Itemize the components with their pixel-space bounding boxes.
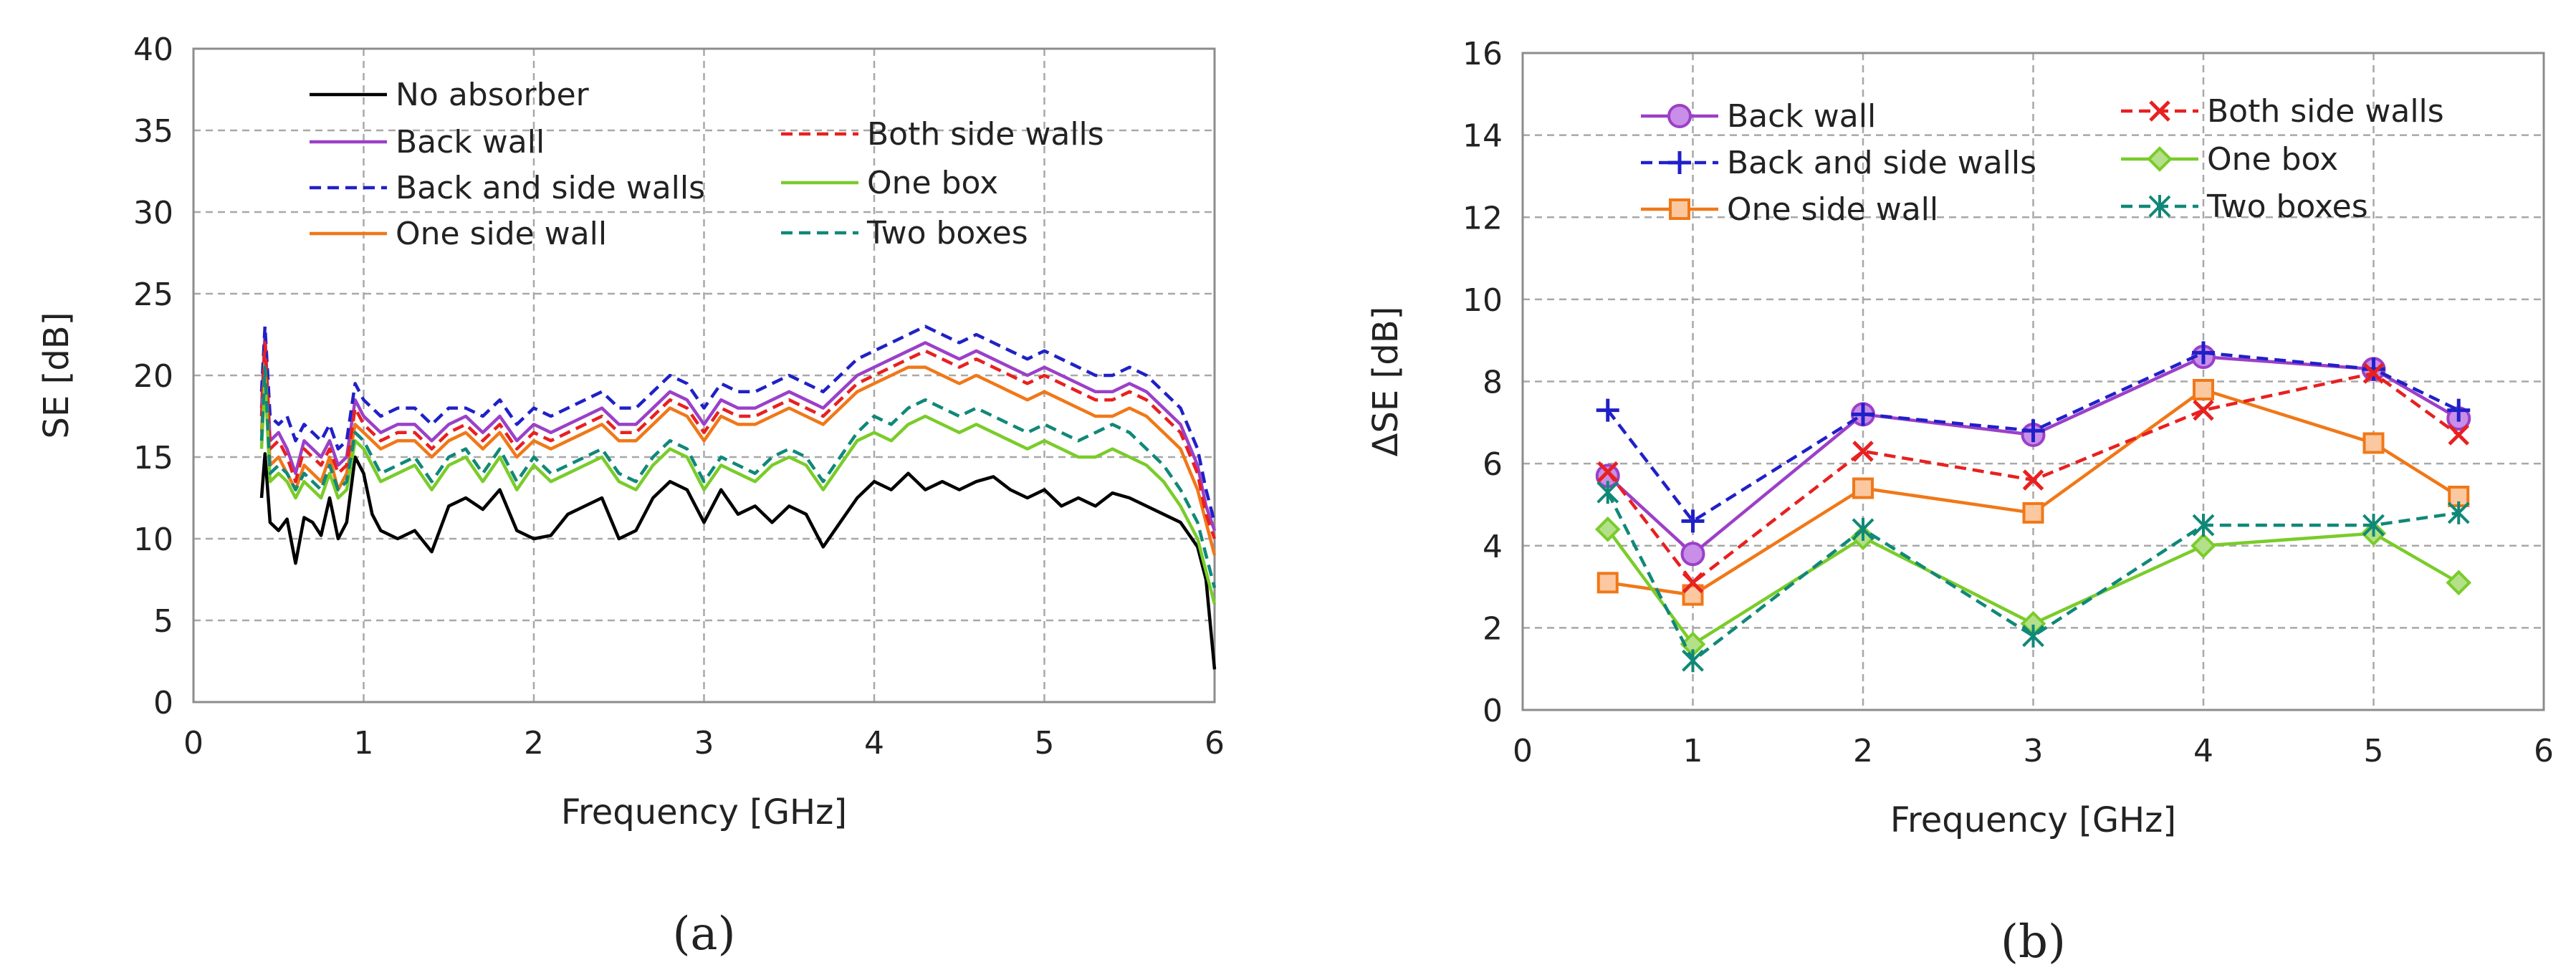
data-point-two-boxes [2362,514,2385,537]
y-tick-label: 6 [1483,446,1503,483]
data-point-one-side-wall [2362,432,2385,454]
data-point-one-side-wall [2193,378,2214,400]
data-point-two-boxes [1682,649,1704,673]
x-tick-label: 3 [694,725,714,762]
legend-label-two-boxes: Two boxes [866,215,1028,251]
legend-marker-one-side-wall [1669,198,1690,220]
data-point-two-boxes [2022,624,2044,648]
y-tick-label: 2 [1483,610,1503,647]
data-point-one-box [2190,532,2216,559]
series-line-one-side-wall [259,357,1217,556]
legend-marker-one-box [2147,146,2173,172]
legend-label-no-absorber: No absorber [396,77,590,113]
series-line-one-box [259,373,1217,605]
y-tick-label: 35 [133,113,173,150]
legend-label-one-box: One box [867,165,998,201]
data-point-back-wall [1680,542,1705,567]
data-point-one-side-wall [1596,572,1619,594]
data-point-one-side-wall [2022,501,2044,524]
legend-label-one-side-wall: One side wall [396,216,607,252]
series-line-two-boxes [259,365,1217,588]
data-point-back-and-side-walls [2021,419,2045,443]
plot-area-frame [1521,52,2545,711]
series-line-back-and-side-walls [259,325,1217,523]
x-tick-label: 6 [2534,733,2554,769]
y-tick-label: 40 [133,32,173,68]
data-point-back-and-side-walls [1852,403,1874,426]
legend-label-back-and-side-walls: Back and side walls [396,170,705,206]
y-tick-label: 30 [133,195,173,231]
data-point-both-side-walls [2362,362,2385,384]
legend-marker-back-and-side-walls [1668,151,1691,174]
plot-area-frame [192,47,1216,704]
x-tick-label: 0 [183,725,204,762]
legend-label-back-wall: Back wall [396,124,545,160]
y-tick-label: 10 [1462,282,1503,319]
x-tick-label: 2 [524,725,544,762]
x-tick-label: 1 [1683,733,1703,769]
data-point-one-box [1594,516,1621,542]
data-point-both-side-walls [1852,441,1874,462]
data-point-one-side-wall [1852,477,1874,499]
x-axis-label: Frequency [GHz] [561,792,847,832]
figure-caption: (b) [2001,916,2066,969]
y-tick-label: 4 [1483,529,1503,565]
y-tick-label: 0 [153,685,173,721]
x-tick-label: 2 [1853,733,1873,769]
y-tick-label: 8 [1483,365,1503,401]
x-tick-label: 5 [2364,733,2384,769]
y-tick-label: 25 [133,277,173,313]
legend-label-back-and-side-walls: Back and side walls [1727,145,2036,181]
legend-label-one-side-wall: One side wall [1727,191,1938,228]
data-point-both-side-walls [2193,399,2214,421]
legend-marker-both-side-walls [2149,100,2170,122]
x-axis-label: Frequency [GHz] [1890,800,2176,840]
x-tick-label: 5 [1035,725,1055,762]
data-point-back-and-side-walls [1596,398,1619,422]
data-point-back-and-side-walls [1681,509,1705,533]
data-point-two-boxes [1852,517,1874,541]
y-tick-label: 20 [133,358,173,395]
data-point-both-side-walls [1682,572,1704,594]
legend-label-back-wall: Back wall [1727,98,1876,135]
y-tick-label: 12 [1462,200,1503,236]
y-axis-label: SE [dB] [37,312,77,439]
x-tick-label: 0 [1513,733,1533,769]
x-tick-label: 6 [1205,725,1225,762]
data-point-both-side-walls [2022,469,2044,491]
y-tick-label: 15 [133,440,173,476]
series-line-back-wall [259,332,1217,532]
data-point-two-boxes [2447,501,2470,524]
legend-label-one-box: One box [2207,141,2338,178]
x-tick-label: 1 [354,725,374,762]
data-point-two-boxes [1596,481,1619,504]
legend-label-both-side-walls: Both side walls [2207,93,2444,130]
data-point-two-boxes [2192,514,2215,537]
data-point-back-and-side-walls [2447,398,2471,422]
y-tick-label: 16 [1462,36,1503,72]
legend-label-two-boxes: Two boxes [2206,188,2368,225]
legend-marker-back-wall [1667,104,1692,128]
x-tick-label: 3 [2024,733,2044,769]
y-tick-label: 0 [1483,693,1503,729]
series-line-no-absorber [259,452,1217,670]
y-tick-label: 5 [153,603,173,640]
figure-caption: (a) [672,908,735,961]
y-tick-label: 10 [133,522,173,558]
series-line-both-side-walls [259,341,1217,539]
x-tick-label: 4 [2193,733,2213,769]
x-tick-label: 4 [864,725,884,762]
data-point-one-box [2446,570,2472,596]
legend-marker-two-boxes [2148,195,2171,218]
data-point-back-and-side-walls [2362,357,2385,381]
data-point-both-side-walls [1596,461,1619,483]
y-axis-label: ΔSE [dB] [1366,307,1406,457]
y-tick-label: 14 [1462,118,1503,155]
data-point-back-and-side-walls [2192,341,2215,365]
legend-label-both-side-walls: Both side walls [867,116,1104,153]
data-point-both-side-walls [2448,424,2470,446]
chart-panel-a: 0 1 2 3 4 5 6 0 5 10 15 20 25 30 35 40 Frequency [GHz] SE… [37,32,1225,961]
